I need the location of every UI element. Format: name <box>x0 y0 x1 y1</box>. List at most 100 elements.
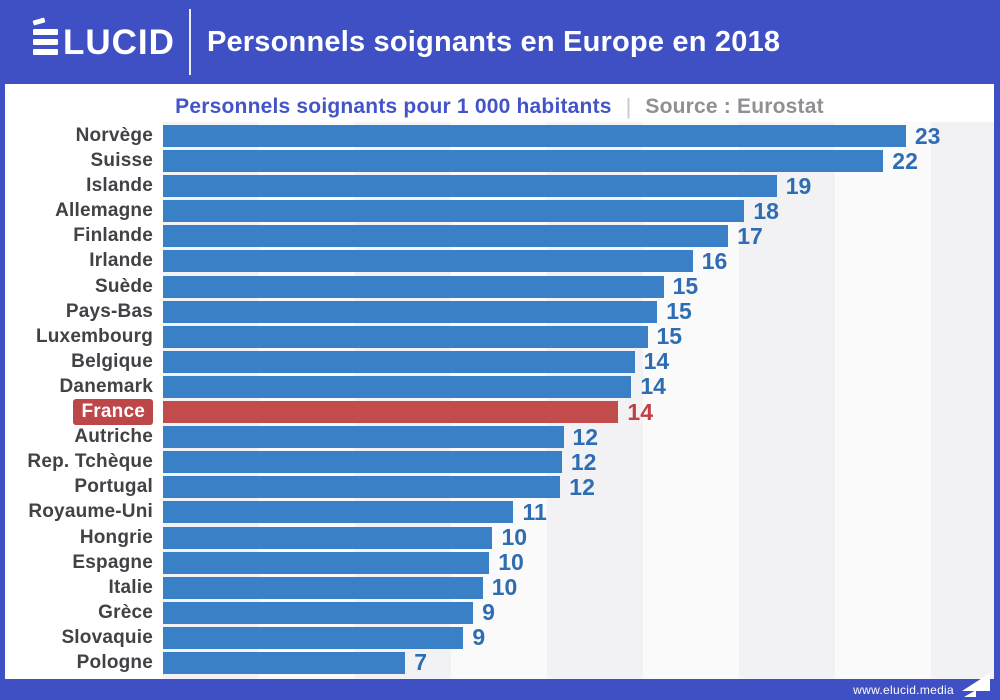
country-label: Royaume-Uni <box>28 501 153 523</box>
chart-row: Rep. Tchèque 12 <box>5 448 994 475</box>
value-label: 14 <box>640 373 666 400</box>
bar <box>163 451 562 474</box>
country-label: Suisse <box>90 150 153 172</box>
value-label: 7 <box>414 649 428 676</box>
footer-url: www.elucid.media <box>853 682 954 697</box>
bar <box>163 350 635 373</box>
country-label: Finlande <box>73 225 153 247</box>
bar <box>163 576 483 599</box>
value-label: 9 <box>472 624 486 651</box>
bar <box>163 300 658 323</box>
chart-rows: Norvège 23 Suisse 22 Islande 19 Allemagn… <box>5 122 994 679</box>
bar <box>163 651 406 674</box>
bar <box>163 225 729 248</box>
country-label: Pologne <box>76 651 153 673</box>
country-label: Slovaquie <box>61 626 153 648</box>
value-label: 16 <box>701 247 728 274</box>
value-label: 18 <box>753 197 779 224</box>
country-label: Autriche <box>74 426 153 448</box>
bar <box>163 250 693 273</box>
country-label: Norvège <box>75 125 153 146</box>
value-label: 10 <box>501 524 528 550</box>
bar <box>163 626 464 649</box>
value-label: 12 <box>572 423 599 450</box>
logo-text: LUCID <box>63 22 175 62</box>
chart-subtitle: Personnels soignants pour 1 000 habitant… <box>175 95 612 118</box>
bar <box>163 601 474 624</box>
chart-row: Finlande 17 <box>5 222 994 249</box>
value-label: 15 <box>672 273 699 300</box>
bar <box>163 426 564 449</box>
subtitle-separator: | <box>625 94 632 119</box>
value-label: 9 <box>482 599 495 626</box>
bar <box>163 501 514 524</box>
chart-row: Suisse 22 <box>5 147 994 174</box>
chart-row: Belgique 14 <box>5 348 994 375</box>
value-label: 19 <box>785 172 812 199</box>
chart-row: Autriche 12 <box>5 423 994 450</box>
country-label: Espagne <box>72 551 153 573</box>
chart-row: Pologne 7 <box>5 649 994 676</box>
country-label: Rep. Tchèque <box>27 451 153 473</box>
chart-row: France 14 <box>5 398 994 426</box>
country-label: Irlande <box>89 250 153 272</box>
chart-row: Hongrie 10 <box>5 524 994 550</box>
chart-row: Luxembourg 15 <box>5 323 994 350</box>
chart-row: Danemark 14 <box>5 373 994 400</box>
footer: www.elucid.media <box>0 673 1000 700</box>
country-label: Grèce <box>98 601 153 623</box>
value-label: 10 <box>491 574 518 601</box>
value-label: 15 <box>656 323 683 350</box>
bar <box>163 401 619 424</box>
chart-row: Espagne 10 <box>5 549 994 576</box>
country-label: Luxembourg <box>35 325 153 347</box>
country-label: Pays-Bas <box>65 300 153 322</box>
chart-row: Grèce 9 <box>5 599 994 626</box>
bar-chart: Norvège 23 Suisse 22 Islande 19 Allemagn… <box>5 122 994 679</box>
elucid-logo: LUCID <box>32 17 175 62</box>
bar <box>163 375 632 398</box>
chart-row: Pays-Bas 15 <box>5 298 994 325</box>
page-title: Personnels soignants en Europe en 2018 <box>206 25 781 58</box>
country-label: Hongrie <box>79 526 153 548</box>
value-label: 22 <box>892 147 918 174</box>
value-label: 12 <box>570 448 597 475</box>
country-label: France <box>73 399 153 426</box>
value-label: 17 <box>737 222 763 249</box>
chart-row: Allemagne 18 <box>5 197 994 224</box>
bar <box>163 150 884 173</box>
value-label: 15 <box>666 298 692 325</box>
bar <box>163 551 490 574</box>
value-label: 11 <box>522 498 547 525</box>
value-label: 23 <box>914 122 941 149</box>
country-label: Italie <box>108 576 153 598</box>
value-label: 14 <box>643 348 670 375</box>
chart-row: Norvège 23 <box>5 122 994 149</box>
bar <box>163 200 745 223</box>
country-label: Belgique <box>71 350 153 372</box>
country-label: Islande <box>86 175 153 197</box>
chart-panel: Personnels soignants pour 1 000 habitant… <box>5 84 994 679</box>
value-label: 10 <box>498 549 524 576</box>
header-divider <box>188 9 191 75</box>
stylized-e-icon <box>32 17 58 55</box>
value-label: 12 <box>569 473 595 500</box>
bar <box>163 275 664 298</box>
value-label: 14 <box>627 398 654 425</box>
source-label: Source : Eurostat <box>645 95 824 118</box>
bar <box>163 325 648 348</box>
bar <box>163 526 493 549</box>
chart-row: Islande 19 <box>5 172 994 199</box>
bar <box>163 125 906 147</box>
chart-row: Suède 15 <box>5 273 994 300</box>
bar <box>163 476 561 499</box>
header: LUCID Personnels soignants en Europe en … <box>0 0 1000 84</box>
chart-row: Royaume-Uni 11 <box>5 498 994 525</box>
country-label: Portugal <box>74 476 153 498</box>
elucid-flag-icon <box>960 673 990 697</box>
bar <box>163 175 777 198</box>
chart-row: Portugal 12 <box>5 473 994 500</box>
country-label: Suède <box>94 275 153 297</box>
chart-row: Italie 10 <box>5 574 994 601</box>
